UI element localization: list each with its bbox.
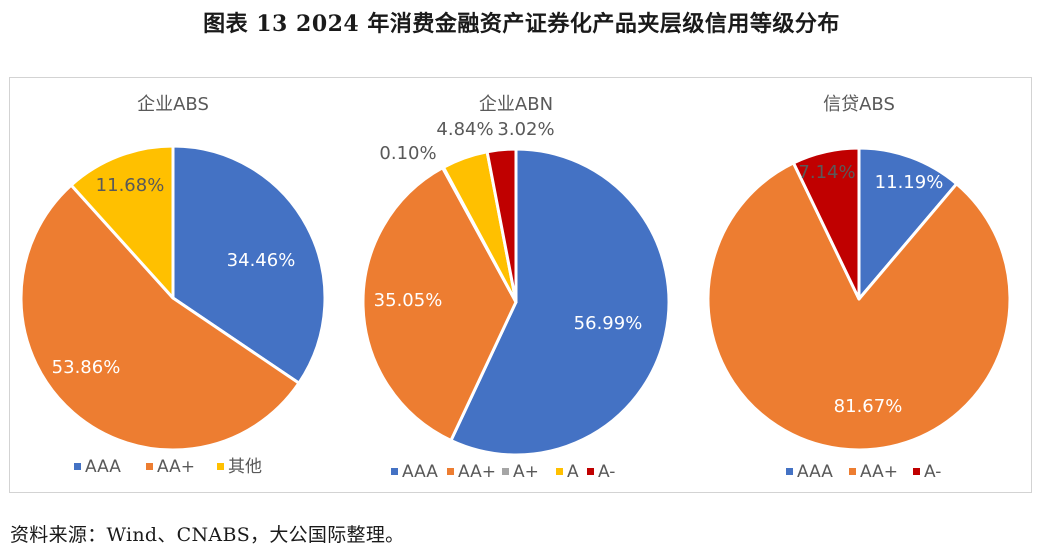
- legend-label: 其他: [228, 457, 262, 477]
- legend-label: AA+: [157, 457, 195, 477]
- data-label: 34.46%: [227, 250, 296, 271]
- legend-label: AAA: [85, 457, 121, 477]
- pie-title: 企业ABS: [137, 94, 209, 115]
- data-label: 56.99%: [574, 313, 643, 334]
- pie-slice-AAA: [449, 147, 671, 457]
- pie-slice-A-: [792, 146, 861, 301]
- pie-slice-其他: [69, 144, 175, 300]
- legend-swatch: [447, 468, 454, 475]
- pie-slice-AAA: [171, 144, 327, 385]
- legend-label: AAA: [797, 462, 833, 482]
- pie-chart-2: 企业ABN 56.99% 35.05% 0.10%4.84% 3.02% AAA AA+ A+…: [361, 94, 671, 482]
- chart-frame: 企业ABS 34.46% 53.86% 11.68% AAA AA+ 其他 企业ABN 56.9…: [9, 77, 1032, 493]
- legend-swatch: [849, 468, 856, 475]
- data-label: 35.05%: [374, 290, 443, 311]
- pie-slice-AA+: [361, 166, 518, 442]
- legend-label: A-: [924, 462, 941, 482]
- legend-label: A-: [598, 462, 615, 482]
- legend-swatch: [217, 463, 224, 470]
- pie-slice-AAA: [857, 146, 959, 301]
- pie-chart-3: 信贷ABS 11.19% 81.67% 7.14% AAA AA+ A-: [706, 94, 1012, 482]
- legend-label: A: [567, 462, 579, 482]
- pie-slice-AA+: [19, 183, 301, 452]
- legend-swatch: [913, 468, 920, 475]
- data-label: 7.14%: [798, 162, 855, 183]
- data-label: 11.19%: [875, 172, 944, 193]
- data-label: 3.02%: [497, 119, 554, 140]
- legend-swatch: [786, 468, 793, 475]
- pie-slice-A-: [485, 147, 518, 304]
- legend-swatch: [74, 463, 81, 470]
- data-label: 53.86%: [52, 357, 121, 378]
- legend-label: AAA: [402, 462, 438, 482]
- source-note: 资料来源：Wind、CNABS，大公国际整理。: [10, 524, 405, 546]
- legend-swatch: [502, 468, 509, 475]
- data-label: 0.10%: [379, 143, 436, 164]
- legend-label: A+: [513, 462, 539, 482]
- legend-label: AA+: [860, 462, 898, 482]
- pie-chart-1: 企业ABS 34.46% 53.86% 11.68% AAA AA+ 其他: [19, 94, 327, 477]
- pie-title: 信贷ABS: [823, 94, 895, 115]
- legend-swatch: [556, 468, 563, 475]
- legend-swatch: [587, 468, 594, 475]
- pie-slice-AA+: [706, 161, 1012, 452]
- figure-title: 图表 13 2024 年消费金融资产证券化产品夹层级信用等级分布: [203, 11, 840, 37]
- data-label: 11.68%: [96, 175, 165, 196]
- data-label: 81.67%: [834, 396, 903, 417]
- legend-swatch: [391, 468, 398, 475]
- data-label: 4.84%: [436, 119, 493, 140]
- pie-title: 企业ABN: [479, 94, 553, 115]
- legend-swatch: [146, 463, 153, 470]
- legend-label: AA+: [458, 462, 496, 482]
